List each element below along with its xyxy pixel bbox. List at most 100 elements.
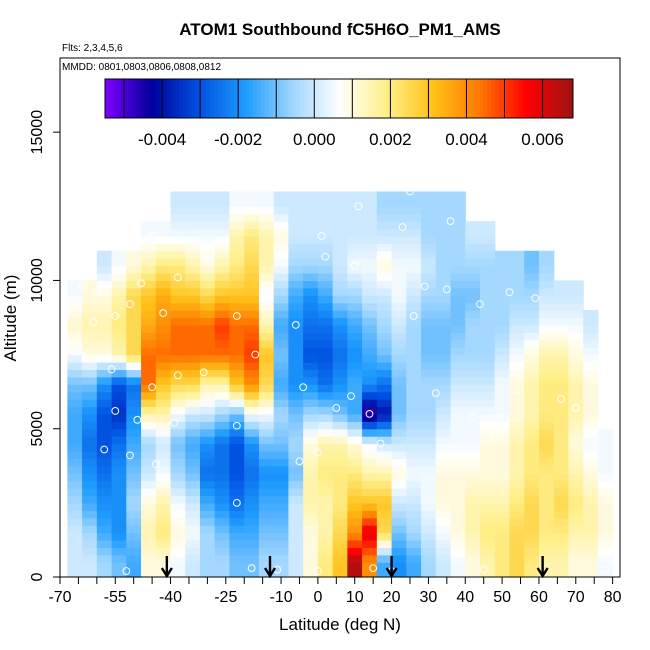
heatmap-cell bbox=[524, 399, 540, 408]
heatmap-cell bbox=[155, 221, 172, 230]
heatmap-cell bbox=[450, 250, 466, 259]
colorbar-segment bbox=[245, 79, 250, 118]
colorbar-segment bbox=[292, 79, 297, 118]
heatmap-cell bbox=[200, 295, 216, 304]
heatmap-cell bbox=[332, 361, 348, 370]
heatmap-cell bbox=[553, 547, 570, 556]
heatmap-cell bbox=[273, 339, 290, 348]
heatmap-cell bbox=[553, 495, 570, 504]
heatmap-cell bbox=[509, 562, 525, 571]
heatmap-cell bbox=[524, 369, 540, 378]
heatmap-cell bbox=[376, 547, 393, 556]
heatmap-cell bbox=[200, 332, 216, 341]
heatmap-cell bbox=[480, 480, 496, 489]
heatmap-cell bbox=[376, 317, 393, 326]
heatmap-cell bbox=[214, 265, 231, 274]
heatmap-cell bbox=[273, 562, 290, 571]
heatmap-cell bbox=[494, 287, 511, 296]
heatmap-cell bbox=[391, 332, 407, 341]
colorbar-segment bbox=[467, 79, 473, 118]
heatmap-cell bbox=[258, 376, 275, 385]
heatmap-cell bbox=[155, 228, 172, 237]
heatmap-cell bbox=[303, 302, 319, 311]
heatmap-cell bbox=[273, 317, 290, 326]
heatmap-cell bbox=[96, 502, 113, 511]
x-tick-label: 10 bbox=[346, 589, 364, 606]
heatmap-cell bbox=[391, 465, 407, 474]
heatmap-cell bbox=[82, 480, 98, 489]
heatmap-cell bbox=[568, 532, 584, 541]
heatmap-cell bbox=[317, 287, 334, 296]
colorbar-segment bbox=[264, 79, 270, 118]
heatmap-cell bbox=[111, 302, 127, 311]
colorbar-segment bbox=[456, 79, 461, 118]
heatmap-cell bbox=[303, 273, 319, 282]
x-tick-label: 0 bbox=[313, 589, 322, 606]
heatmap-cell bbox=[67, 399, 83, 408]
colorbar-segment bbox=[385, 79, 391, 118]
heatmap-cell bbox=[421, 361, 437, 370]
heatmap-cell bbox=[583, 376, 599, 385]
heatmap-cell bbox=[538, 280, 555, 289]
heatmap-cell bbox=[347, 569, 363, 578]
heatmap-cell bbox=[303, 243, 319, 252]
heatmap-cell bbox=[170, 213, 186, 222]
heatmap-cell bbox=[391, 258, 407, 267]
sample-point bbox=[137, 279, 145, 288]
heatmap-cell bbox=[376, 369, 393, 378]
colorbar-segment bbox=[112, 79, 118, 118]
heatmap-cell bbox=[376, 413, 393, 422]
heatmap-cell bbox=[155, 443, 172, 452]
heatmap-cell bbox=[376, 354, 393, 363]
colorbar-segment bbox=[409, 79, 414, 118]
heatmap-cell bbox=[258, 221, 275, 230]
heatmap-cell bbox=[376, 287, 393, 296]
heatmap-cell bbox=[421, 413, 437, 422]
heatmap-cell bbox=[111, 532, 127, 541]
heatmap-cell bbox=[362, 369, 378, 378]
heatmap-cell bbox=[583, 495, 599, 504]
heatmap-cell bbox=[435, 317, 452, 326]
heatmap-cell bbox=[465, 562, 481, 571]
heatmap-cell bbox=[303, 347, 319, 356]
heatmap-cell bbox=[288, 480, 304, 489]
heatmap-cell bbox=[421, 324, 437, 333]
heatmap-cell bbox=[126, 265, 142, 274]
heatmap-cell bbox=[96, 413, 113, 422]
heatmap-cell bbox=[170, 502, 186, 511]
heatmap-cell bbox=[126, 428, 142, 437]
heatmap-cell bbox=[214, 473, 231, 482]
heatmap-cell bbox=[435, 502, 452, 511]
heatmap-cell bbox=[229, 391, 245, 400]
heatmap-cell bbox=[597, 436, 614, 445]
dates-label: MMDD: 0801,0803,0806,0808,0812 bbox=[62, 62, 221, 73]
heatmap-cell bbox=[524, 450, 540, 459]
heatmap-cell bbox=[303, 391, 319, 400]
heatmap-cell bbox=[465, 347, 481, 356]
heatmap-cell bbox=[229, 243, 245, 252]
heatmap-cell bbox=[155, 250, 172, 259]
heatmap-cell bbox=[126, 391, 142, 400]
heatmap-cell bbox=[480, 458, 496, 467]
heatmap-cell bbox=[524, 280, 540, 289]
heatmap-cell bbox=[538, 554, 555, 563]
heatmap-cell bbox=[200, 510, 216, 519]
heatmap-cell bbox=[553, 569, 570, 578]
heatmap-cell bbox=[553, 332, 570, 341]
sample-point bbox=[313, 567, 322, 575]
heatmap-cell bbox=[524, 554, 540, 563]
heatmap-cell bbox=[494, 458, 511, 467]
colorbar-segment bbox=[405, 79, 410, 118]
heatmap-cell bbox=[273, 235, 290, 244]
heatmap-cell bbox=[494, 495, 511, 504]
heatmap-cell bbox=[480, 473, 496, 482]
heatmap-cell bbox=[391, 532, 407, 541]
heatmap-cell bbox=[273, 324, 290, 333]
heatmap-cell bbox=[155, 384, 172, 393]
heatmap-cell bbox=[406, 562, 422, 571]
colorbar-segment bbox=[331, 79, 336, 118]
heatmap-cell bbox=[96, 250, 113, 259]
heatmap-cell bbox=[185, 547, 201, 556]
heatmap-cell bbox=[391, 554, 407, 563]
heatmap-cell bbox=[347, 517, 363, 526]
